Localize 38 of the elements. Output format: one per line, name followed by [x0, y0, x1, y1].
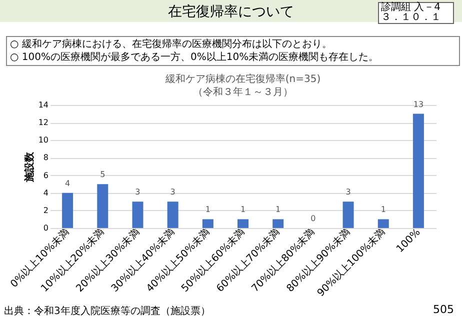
bar	[202, 219, 214, 228]
y-axis-title: 施設数	[23, 151, 36, 183]
chart-title: 緩和ケア病棟の在宅復帰率(n=35)	[164, 72, 321, 85]
y-tick-label: 6	[43, 170, 48, 180]
data-label: 3	[170, 188, 176, 197]
data-label: 1	[276, 205, 281, 214]
bar	[378, 219, 389, 228]
y-tick-label: 2	[43, 206, 48, 215]
source-note: 出典：令和3年度入院医療等の調査（施設票）	[4, 304, 210, 318]
bar	[412, 114, 424, 228]
y-tick-label: 8	[43, 153, 48, 162]
data-label: 4	[65, 178, 70, 188]
y-tick-label: 4	[43, 188, 48, 198]
text: 在宅復帰率について	[168, 4, 294, 20]
bar	[97, 184, 108, 228]
text: ○ 100%の医療機関が最多である一方、0%以上10%未満の医療機関も存在した。	[10, 51, 380, 64]
data-label: 13	[413, 100, 424, 109]
data-label: 0	[310, 214, 316, 223]
text: 診調組 入－4 ３．１０．１	[378, 2, 454, 24]
bar	[238, 219, 248, 228]
bar	[132, 202, 144, 228]
y-tick-label: 12	[38, 118, 48, 128]
y-tick-label: 0	[43, 224, 48, 232]
data-label: 1	[380, 205, 386, 214]
bar	[272, 219, 284, 228]
data-label: 1	[205, 205, 210, 214]
bar	[342, 202, 354, 228]
text: ○ 緩和ケア病棟における、在宅復帰率の医療機関分布は以下のとおり。	[10, 38, 333, 51]
data-label: 1	[240, 205, 246, 214]
text: 505	[433, 303, 454, 316]
data-label: 5	[100, 170, 106, 180]
y-tick-label: 14	[38, 100, 48, 110]
bar	[167, 202, 178, 228]
chart-subtitle: （令和３年１～３月）	[193, 86, 293, 98]
data-label: 3	[135, 188, 140, 197]
bar	[62, 192, 74, 228]
data-label: 3	[346, 188, 351, 197]
y-tick-label: 10	[38, 136, 48, 145]
